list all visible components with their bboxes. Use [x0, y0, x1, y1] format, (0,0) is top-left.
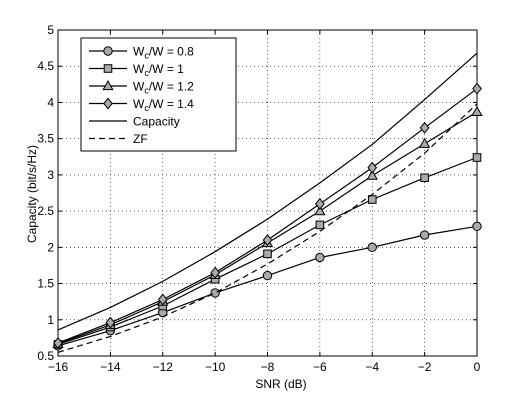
- y-tick-label: 3.5: [37, 132, 54, 146]
- legend-label-0: Wc/W = 0.8: [133, 45, 194, 61]
- legend-label-1: Wc/W = 1: [133, 62, 184, 78]
- legend-label-2: Wc/W = 1.2: [133, 80, 194, 96]
- data-point-1: [420, 173, 429, 183]
- data-point-1: [263, 249, 272, 259]
- y-tick-label: 2.5: [37, 204, 54, 218]
- data-point-0: [315, 252, 325, 263]
- legend-label-5: ZF: [133, 132, 148, 146]
- legend-label-3: Wc/W = 1.4: [133, 97, 194, 113]
- data-point-1: [315, 220, 325, 230]
- legend-marker-2: [102, 79, 114, 91]
- y-tick-label: 4.5: [37, 59, 54, 73]
- data-point-3: [210, 266, 220, 279]
- series-line-5: [57, 103, 478, 353]
- series-line-4: [57, 52, 478, 331]
- legend-marker-3: [103, 97, 113, 110]
- y-tick-label: 1: [47, 313, 54, 327]
- y-tick-label: 5: [47, 23, 54, 37]
- y-axis-label: Capacity (bit/s/Hz): [25, 145, 39, 243]
- axes: [57, 29, 478, 357]
- legend-box: [80, 37, 237, 152]
- series: [52, 52, 483, 353]
- x-tick-label: −8: [261, 360, 275, 374]
- y-tick-label: 0.5: [37, 349, 54, 363]
- data-point-1: [472, 153, 482, 162]
- data-point-2: [418, 137, 431, 148]
- y-tick-label: 1.5: [37, 277, 54, 291]
- data-point-2: [366, 169, 378, 180]
- x-tick-label: −6: [313, 360, 327, 374]
- data-point-0: [419, 230, 430, 240]
- x-tick-label: −16: [48, 360, 69, 374]
- y-tick-label: 2: [47, 240, 54, 254]
- data-point-3: [472, 82, 482, 95]
- x-tick-label: −2: [418, 360, 432, 374]
- y-tick-label: 3: [47, 168, 54, 182]
- data-point-3: [157, 293, 168, 306]
- legend-label-4: Capacity: [133, 115, 180, 129]
- tick-labels: −16 −14 −12 −10 −8 −6 −4 −2 0 0.5 1 1.5 2 2.5 3 3.5 4 4.5…: [37, 23, 480, 374]
- x-tick-label: −12: [153, 360, 174, 374]
- data-point-2: [471, 105, 483, 116]
- data-point-3: [53, 336, 63, 349]
- data-point-3: [419, 121, 430, 134]
- x-tick-label: −4: [365, 360, 379, 374]
- x-axis-label: SNR (dB): [255, 377, 306, 391]
- data-point-3: [262, 234, 273, 247]
- data-point-0: [472, 221, 482, 232]
- data-point-2: [314, 205, 326, 216]
- data-point-3: [315, 197, 325, 210]
- data-point-0: [210, 288, 220, 298]
- data-point-3: [105, 316, 116, 329]
- x-tick-label: −14: [100, 360, 121, 374]
- x-tick-label: 0: [474, 360, 481, 374]
- data-point-0: [367, 242, 377, 253]
- x-tick-label: −10: [205, 360, 226, 374]
- legend-marker-1: [103, 64, 113, 73]
- legend-marker-0: [103, 46, 113, 56]
- data-point-1: [367, 195, 377, 204]
- data-point-3: [367, 161, 378, 174]
- legend: Wc/W = 0.8Wc/W = 1 Wc/W = 1.2Wc/W = 1.4 Ca…: [80, 37, 237, 152]
- y-tick-label: 4: [47, 95, 54, 109]
- data-point-0: [262, 270, 273, 281]
